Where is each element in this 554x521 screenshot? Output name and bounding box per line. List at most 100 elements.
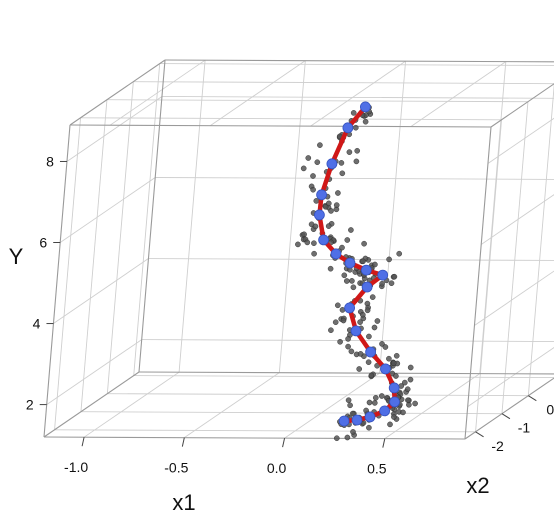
x1-axis-title: x1 [172, 490, 195, 515]
z-tick-label: 4 [33, 316, 41, 332]
x2-tick-label: 0 [546, 402, 554, 418]
left-wall-grid-line [53, 258, 149, 324]
scatter-point [300, 165, 307, 172]
z-tick-label: 6 [39, 235, 47, 251]
left-wall-grid-line [66, 96, 163, 162]
z-tick-label: 2 [26, 397, 34, 413]
scatter-point [360, 258, 366, 265]
x-tick-label: 0.0 [267, 460, 287, 476]
floor-grid-line [133, 375, 554, 379]
scatter-point [338, 160, 345, 166]
scatter-point [391, 273, 398, 280]
scatter-point [357, 351, 364, 357]
x-tick-label: -1.0 [64, 459, 88, 475]
right-wall-grid-line [527, 83, 554, 396]
scatter-point [311, 250, 317, 257]
floor-grid-line [284, 372, 380, 439]
scatter-point [350, 284, 357, 291]
curve-knot-point [342, 122, 354, 134]
scatter-point [404, 386, 411, 393]
scatter-point [348, 348, 355, 355]
scatter-point [366, 424, 372, 431]
curve-knot-point [359, 101, 371, 113]
back-wall-grid-line [278, 60, 306, 373]
curve-knot-point [350, 325, 362, 337]
scatter-point [372, 394, 379, 401]
scatter-point [346, 149, 353, 155]
x-tick-mark [282, 438, 286, 448]
fitted-curve-line [317, 104, 397, 424]
back-wall-grid-line [379, 61, 407, 374]
scatter-point [407, 364, 414, 371]
scatter-point [391, 414, 397, 420]
scatter-point [345, 397, 352, 404]
x-tick-label: -0.5 [164, 460, 188, 476]
scatter-point [368, 372, 375, 379]
scatter-point [356, 366, 363, 372]
scatter-point [350, 110, 357, 116]
scatter-point [337, 338, 343, 345]
scatter-point [310, 186, 316, 193]
right-wall-grid-line [487, 117, 554, 164]
curve-layer [317, 104, 397, 424]
grid-layer [46, 59, 554, 439]
scatter-point [344, 434, 351, 441]
scatter-point [396, 250, 403, 257]
scatter-point [362, 118, 369, 125]
back-wall-grid-line [155, 177, 554, 180]
left-wall-grid-line [80, 99, 108, 412]
scatter-point [333, 202, 340, 208]
curve-knot-point [318, 234, 330, 246]
x2-tick-label: -1 [518, 420, 531, 436]
scatter-point [393, 352, 400, 359]
scatter-point [340, 317, 347, 324]
x2-axis-title: x2 [466, 473, 489, 498]
scatter-point [371, 400, 378, 406]
floor-grid-line [83, 371, 180, 438]
scatter-point [359, 311, 366, 318]
scatter-point [357, 319, 363, 325]
floor-grid-line [184, 372, 280, 439]
scatter-point [371, 324, 378, 331]
back-wall-grid-line [141, 339, 554, 342]
box-edge [69, 124, 492, 128]
right-wall-grid-line [475, 119, 503, 432]
box-edge [69, 59, 166, 126]
scatter-point [325, 223, 332, 229]
scatter-point [387, 421, 393, 428]
curve-knot-point [344, 257, 356, 269]
box-edge [164, 59, 554, 63]
scatter-point [390, 360, 397, 366]
curve-knot-point [389, 396, 401, 408]
scatter-point [386, 355, 392, 362]
curve-knot-point [380, 363, 391, 375]
curve-knot-point [361, 281, 373, 293]
axis-layer [39, 59, 554, 448]
scatter-point [333, 435, 340, 442]
floor-grid-line [384, 373, 481, 439]
scatter-point [366, 399, 373, 406]
curve-knot-point [365, 346, 377, 358]
left-wall-grid-line [54, 117, 82, 430]
scatter-point [344, 237, 351, 243]
scatter-point [339, 244, 345, 251]
scatter-point [301, 231, 307, 238]
floor-grid-line [54, 429, 476, 433]
back-wall-grid-line [178, 60, 206, 373]
scatter-point [339, 170, 346, 177]
scatter-point [401, 379, 408, 386]
curve-knot-point [313, 209, 325, 221]
left-wall-grid-line [46, 339, 142, 405]
left-wall-grid-line [59, 177, 156, 243]
scatter-point [317, 142, 323, 148]
scatter-point [382, 344, 389, 350]
curve-knot-point [344, 302, 356, 314]
scatter-point [341, 272, 348, 279]
x-tick-label: 0.5 [367, 461, 387, 477]
scatter-point [364, 307, 371, 314]
scatter-point [343, 278, 350, 284]
top-grid-line [310, 60, 406, 127]
scatter-point [350, 429, 356, 435]
scatter-point [372, 261, 378, 268]
curve-knot-point [316, 189, 328, 201]
